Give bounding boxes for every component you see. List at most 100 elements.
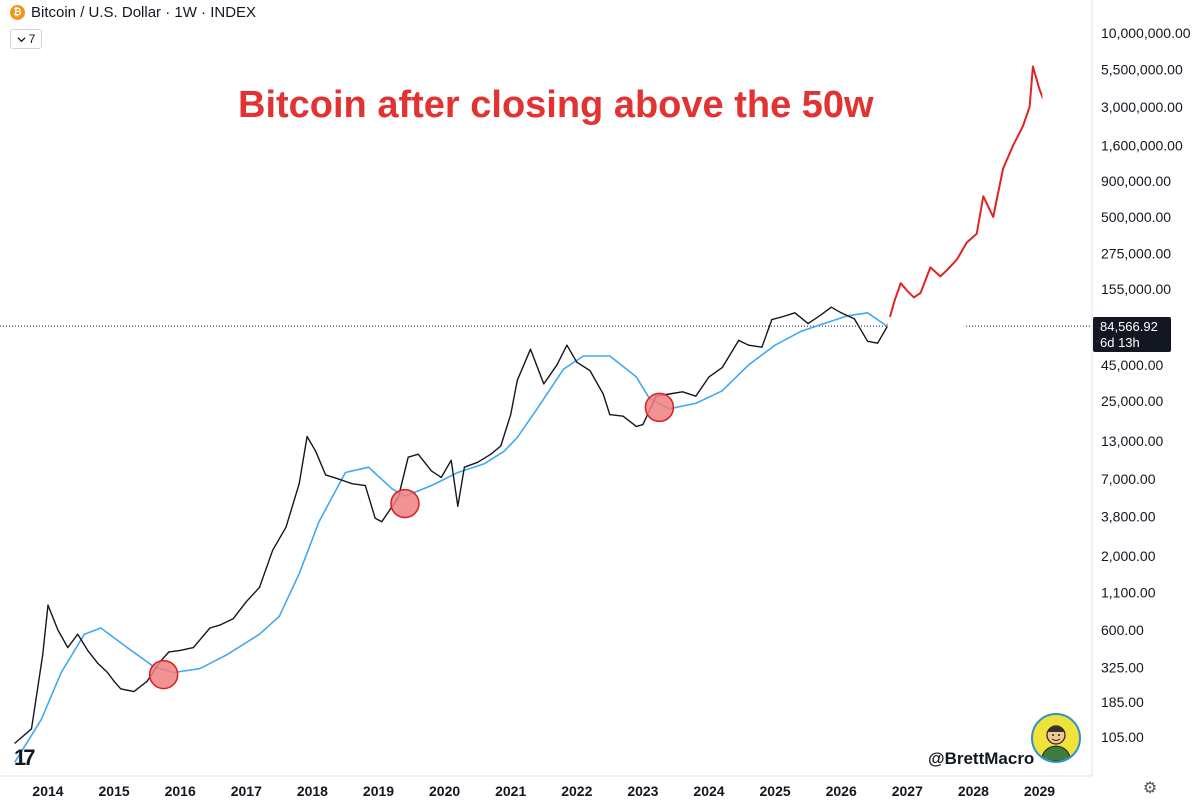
price-history-point	[77, 633, 79, 635]
price-history-point	[510, 414, 512, 416]
price-history-point	[830, 306, 832, 308]
moving-average-50w-point	[199, 667, 201, 670]
x-tick-label: 2024	[693, 783, 724, 799]
price-history-point	[374, 517, 376, 519]
indicator-count: 7	[28, 32, 36, 46]
price-history-point	[381, 521, 383, 523]
price-history-point	[272, 549, 274, 551]
moving-average-50w-point	[367, 466, 370, 468]
crossover-highlight-circle	[644, 392, 675, 423]
price-history-point	[681, 391, 684, 393]
price-history-point	[245, 601, 247, 603]
price-history-point	[642, 424, 644, 426]
moving-average-50w-point	[14, 761, 16, 763]
indicators-toggle-button[interactable]: 7	[10, 29, 42, 49]
moving-average-50w-point	[318, 521, 320, 523]
symbol-title[interactable]: Bitcoin / U.S. Dollar · 1W · INDEX	[31, 4, 257, 21]
price-history-point	[622, 415, 624, 417]
price-history-point	[47, 604, 49, 606]
moving-average-50w-point	[126, 647, 128, 649]
price-history-point	[463, 466, 466, 468]
price-history-point	[106, 671, 109, 674]
x-tick-label: 2027	[892, 783, 923, 799]
price-history-point	[407, 456, 409, 458]
projection-point	[1022, 125, 1024, 127]
projection-point	[1012, 144, 1014, 147]
moving-average-50w-point	[100, 627, 102, 629]
projection-point	[1032, 65, 1034, 68]
price-history-point	[668, 393, 670, 395]
moving-average-50w-point	[609, 355, 611, 357]
moving-average-50w-point	[83, 633, 85, 635]
moving-average-50w-point	[483, 463, 485, 465]
price-history-point	[285, 526, 287, 528]
current-price-badge: 84,566.92 6d 13h	[1093, 317, 1171, 352]
moving-average-50w-point	[695, 402, 697, 405]
price-history-point	[490, 453, 492, 455]
price-history-point	[477, 461, 479, 463]
price-history-point	[351, 483, 353, 485]
price-history-point	[500, 445, 502, 447]
y-tick-label: 325.00	[1101, 660, 1144, 676]
price-history-point	[529, 348, 532, 350]
price-history-point	[635, 425, 637, 428]
moving-average-50w-point	[536, 408, 538, 410]
projection-point	[982, 195, 984, 197]
price-history-point	[457, 505, 459, 507]
price-history-point	[298, 483, 300, 485]
price-history-point	[306, 435, 308, 438]
x-tick-label: 2021	[495, 783, 526, 799]
y-tick-label: 600.00	[1101, 622, 1144, 638]
projection-point	[929, 266, 932, 268]
y-tick-label: 3,000,000.00	[1101, 99, 1183, 115]
price-history-point	[556, 364, 558, 366]
hand-drawn-arrow	[887, 11, 1089, 346]
x-tick-label: 2014	[32, 783, 63, 799]
price-history-point	[42, 654, 44, 656]
price-history-point	[695, 395, 697, 397]
moving-average-50w-line	[14, 311, 888, 763]
y-tick-label: 1,100.00	[1101, 585, 1156, 601]
moving-average-50w-point	[225, 654, 228, 656]
price-history-point	[708, 376, 710, 378]
moving-average-50w-point	[278, 615, 280, 617]
x-tick-label: 2018	[297, 783, 328, 799]
price-history-point	[30, 728, 33, 730]
projection-point	[893, 301, 895, 303]
moving-average-50w-point	[344, 471, 347, 474]
y-tick-label: 275,000.00	[1101, 246, 1171, 262]
price-history-line	[14, 306, 889, 744]
price-history-point	[417, 453, 419, 455]
price-history-point	[576, 361, 578, 363]
moving-average-50w-point	[503, 450, 505, 452]
projection-point	[1002, 167, 1004, 170]
projection-point	[1038, 88, 1041, 90]
x-tick-label: 2017	[231, 783, 262, 799]
x-tick-label: 2028	[958, 783, 989, 799]
y-tick-label: 1,600,000.00	[1101, 138, 1183, 154]
moving-average-50w-point	[748, 364, 750, 366]
bitcoin-logo-icon: ₿	[10, 5, 25, 20]
x-tick-label: 2019	[363, 783, 394, 799]
moving-average-50w-point	[774, 344, 776, 346]
price-history-point	[57, 629, 59, 631]
projection-point	[976, 233, 978, 235]
moving-average-50w-point	[40, 718, 42, 720]
settings-gear-icon[interactable]: ⚙	[1142, 780, 1158, 797]
price-history-point	[364, 484, 366, 487]
moving-average-50w-point	[391, 487, 393, 490]
y-tick-label: 13,000.00	[1101, 433, 1163, 449]
price-history-point	[748, 344, 750, 346]
price-history-point	[113, 680, 115, 682]
price-history-point	[120, 688, 122, 690]
price-history-point	[566, 344, 568, 346]
x-tick-label: 2025	[760, 783, 791, 799]
y-tick-label: 3,800.00	[1101, 509, 1156, 525]
x-tick-label: 2026	[826, 783, 857, 799]
price-history-point	[781, 316, 783, 318]
moving-average-50w-point	[562, 368, 565, 370]
moving-average-50w-point	[582, 355, 585, 357]
x-tick-label: 2020	[429, 783, 460, 799]
price-history-point	[761, 346, 763, 348]
